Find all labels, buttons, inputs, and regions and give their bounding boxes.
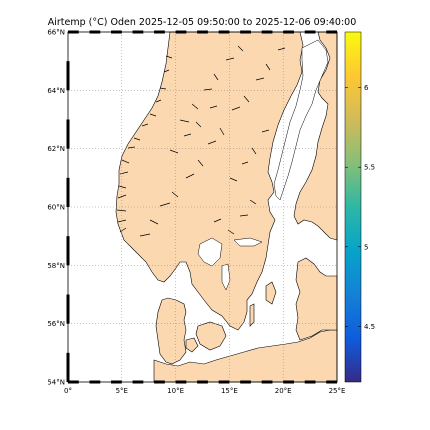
frame-bar (304, 380, 316, 384)
frame-bars (66, 30, 337, 384)
frame-bar (154, 30, 165, 34)
frame-bar (197, 380, 208, 384)
jutland-land (155, 297, 187, 365)
frame-bar (197, 30, 208, 34)
lon-tick-label: 25°E (329, 387, 346, 395)
colorbar-tick-label: 6 (364, 84, 369, 92)
map-area (66, 30, 338, 384)
frame-bar (111, 380, 122, 384)
frame-bar (89, 380, 101, 384)
colorbar-tick-label: 5.5 (364, 164, 375, 172)
frame-bar (175, 30, 187, 34)
coast-detail (116, 45, 286, 237)
lon-tick-label: 5°E (116, 387, 128, 395)
frame-bar (66, 177, 70, 207)
frame-bar (218, 30, 230, 34)
frame-bar (304, 30, 316, 34)
frame-bar (326, 30, 337, 34)
lon-tick-label: 20°E (275, 387, 292, 395)
lat-tick-label: 54°N (47, 379, 65, 387)
colorbar-scale (344, 31, 362, 383)
colorbar-tick-label: 4.5 (364, 323, 375, 331)
latitude-labels: 54°N 56°N 58°N 60°N 62°N 64°N 66°N (47, 29, 65, 387)
lon-tick-label: 0° (64, 387, 72, 395)
frame-bar (89, 30, 101, 34)
frame-bar (132, 380, 144, 384)
frame-bar (132, 30, 144, 34)
scandinavia-land (115, 31, 304, 331)
colorbar-tick-label: 5 (364, 243, 368, 251)
frame-bar (154, 380, 165, 384)
lon-tick-label: 10°E (167, 387, 184, 395)
lake-malaren (233, 237, 263, 247)
lat-tick-label: 62°N (47, 145, 65, 153)
lat-tick-label: 64°N (47, 87, 65, 95)
frame-bar (261, 30, 273, 34)
frame-bar (66, 294, 70, 324)
frame-bar (66, 352, 70, 382)
frame-bar (66, 119, 70, 149)
frame-bar (240, 30, 251, 34)
frame-bar (240, 380, 251, 384)
baltic-states-land (295, 257, 338, 341)
grid-lines (68, 32, 337, 382)
lat-tick-label: 56°N (47, 320, 65, 328)
lake-vanern (197, 237, 223, 267)
frame-bar (111, 30, 122, 34)
gulf-of-bothnia (273, 39, 329, 201)
frame-bar (68, 30, 79, 34)
lat-tick-label: 58°N (47, 262, 65, 270)
lon-tick-label: 15°E (221, 387, 238, 395)
finland-land (293, 31, 338, 241)
funen-land (185, 337, 199, 353)
longitude-labels: 0° 5°E 10°E 15°E 20°E 25°E (64, 387, 345, 395)
frame-bar (326, 380, 337, 384)
gotland-island (265, 281, 277, 305)
zealand-land (195, 321, 227, 351)
frame-bar (66, 61, 70, 91)
frame-bar (68, 380, 79, 384)
frame-bar (283, 30, 294, 34)
lat-tick-label: 66°N (47, 29, 65, 37)
frame-bar (261, 380, 273, 384)
frame-bar (218, 380, 230, 384)
frame-bar (175, 380, 187, 384)
frame-bar (66, 236, 70, 266)
lake-vattern (221, 263, 231, 291)
map-title: Airtemp (°C) Oden 2025-12-05 09:50:00 to… (48, 17, 357, 28)
frame-bar (283, 380, 294, 384)
colorbar-ticks: 4.5 5 5.5 6 (345, 84, 375, 331)
oland-island (249, 303, 255, 327)
colorbar: 4.5 5 5.5 6 (344, 31, 375, 383)
lat-tick-label: 60°N (47, 204, 65, 212)
